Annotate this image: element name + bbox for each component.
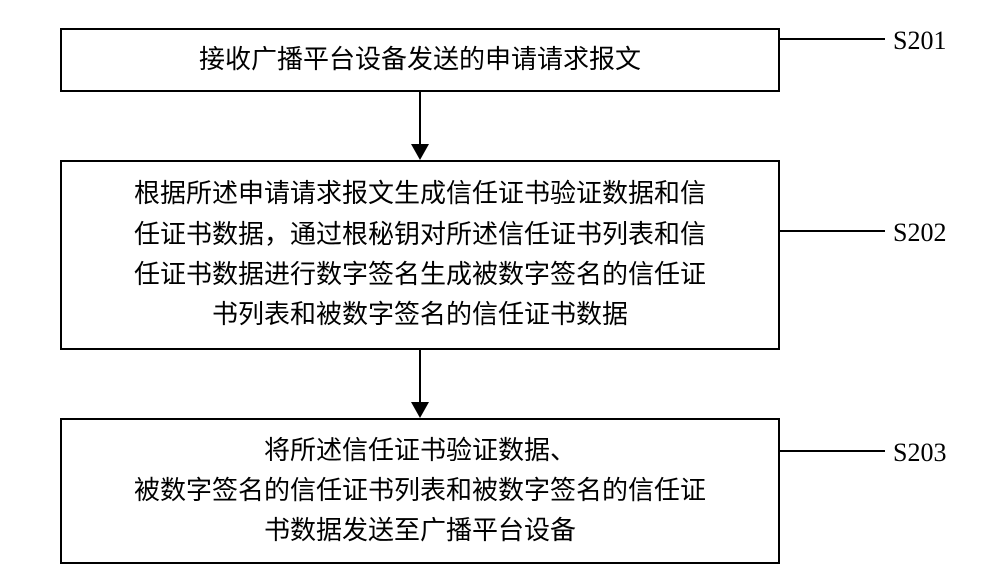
flow-node-3: 将所述信任证书验证数据、 被数字签名的信任证书列表和被数字签名的信任证 书数据发… xyxy=(60,418,780,564)
flow-node-3-text: 将所述信任证书验证数据、 被数字签名的信任证书列表和被数字签名的信任证 书数据发… xyxy=(134,431,706,552)
flow-node-1-text: 接收广播平台设备发送的申请请求报文 xyxy=(199,40,641,80)
arrow-2-3-stem xyxy=(419,350,421,402)
arrow-2-3-head xyxy=(411,402,429,418)
callout-line-2 xyxy=(780,230,885,232)
flowchart-canvas: 接收广播平台设备发送的申请请求报文 S201 根据所述申请请求报文生成信任证书验… xyxy=(0,0,1000,585)
callout-line-3 xyxy=(780,450,885,452)
flow-node-1: 接收广播平台设备发送的申请请求报文 xyxy=(60,28,780,92)
step-label-2: S202 xyxy=(893,218,946,248)
arrow-1-2-head xyxy=(411,144,429,160)
step-label-3: S203 xyxy=(893,438,946,468)
arrow-1-2-stem xyxy=(419,92,421,144)
step-label-1: S201 xyxy=(893,26,946,56)
flow-node-2: 根据所述申请请求报文生成信任证书验证数据和信 任证书数据，通过根秘钥对所述信任证… xyxy=(60,160,780,350)
callout-line-1 xyxy=(780,38,885,40)
flow-node-2-text: 根据所述申请请求报文生成信任证书验证数据和信 任证书数据，通过根秘钥对所述信任证… xyxy=(134,174,706,335)
